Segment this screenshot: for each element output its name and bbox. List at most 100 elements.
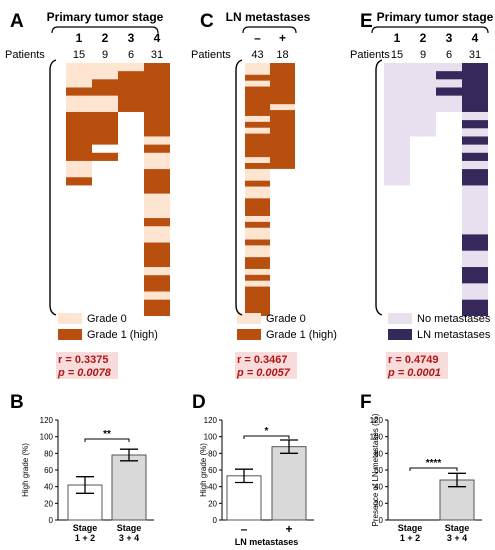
category-label: Stage: [117, 523, 142, 533]
heatmap-cell-high: [144, 275, 170, 292]
stat-p: p = 0.0057: [236, 367, 291, 379]
y-tick-label: 120: [370, 416, 384, 425]
heatmap-cell-high: [245, 198, 270, 216]
panel-letter-e: E: [360, 11, 373, 32]
y-tick-label: 100: [40, 433, 54, 442]
heatmap-cell-high: [462, 120, 488, 129]
heatmap-cell-high: [245, 121, 270, 128]
legend-label: Grade 0: [87, 313, 127, 325]
significance-bracket: [84, 438, 130, 442]
category-label: –: [241, 522, 248, 536]
heatmap-cell-high: [462, 152, 488, 161]
bar-panel-d: D 0 20 40 60 80 100 120 High grade (%) – + * LN meta…: [192, 392, 314, 547]
heatmap-cell-high: [462, 299, 488, 316]
patient-count: 31: [151, 49, 163, 61]
stat-highlight: [386, 352, 448, 379]
heatmap-column-base: [384, 63, 410, 186]
category-label: 1 + 2: [400, 533, 420, 543]
legend-swatch-low: [237, 313, 261, 324]
column-label: 3: [128, 31, 135, 45]
heatmap-cell-high: [92, 152, 118, 161]
heatmap-cell-high: [144, 169, 170, 194]
legend-label: Grade 0: [266, 313, 306, 325]
category-label: 3 + 4: [119, 533, 139, 543]
heatmap-column-base: [410, 63, 436, 137]
y-tick-label: 0: [379, 516, 384, 525]
panel-letter-f: F: [360, 392, 372, 413]
panel-letter-a: A: [10, 11, 24, 32]
patient-count: 9: [102, 49, 108, 61]
stat-r: r = 0.4749: [388, 354, 438, 366]
heatmap-cell-high: [245, 163, 270, 169]
column-label: 3: [446, 31, 453, 45]
legend-swatch-high: [237, 329, 261, 340]
category-label: Stage: [73, 523, 98, 533]
heatmap-cell-high: [144, 63, 170, 137]
category-label: 1 + 2: [75, 533, 95, 543]
y-tick-label: 60: [374, 466, 383, 475]
patient-count: 9: [420, 49, 426, 61]
y-tick-label: 0: [49, 516, 54, 525]
patient-count: 18: [276, 49, 288, 61]
heatmap-title: Primary tumor stage: [47, 10, 164, 24]
heatmap-cell-high: [245, 74, 270, 81]
patient-count: 6: [128, 49, 134, 61]
patient-count: 15: [73, 49, 85, 61]
heatmap-cell-high: [245, 86, 270, 116]
heatmap-cell-high: [144, 242, 170, 268]
column-label: –: [254, 31, 261, 45]
y-tick-label: 120: [204, 416, 218, 425]
title-bracket: [242, 26, 297, 34]
y-tick-label: 120: [40, 416, 54, 425]
patients-brace-c: [235, 59, 243, 316]
panel-letter-c: C: [200, 11, 214, 32]
heatmap-title: Primary tumor stage: [377, 10, 494, 24]
heatmap-cell-high: [436, 87, 462, 96]
heatmap-cell-high: [245, 286, 270, 316]
category-label: 3 + 4: [447, 533, 467, 543]
heatmap-cell-high: [245, 221, 270, 228]
heatmap-cell-high: [144, 144, 170, 153]
heatmap-panel-c: C LN metastases – 43 +18 Grade 0 Grade 1 (high…: [200, 10, 337, 379]
category-label: Stage: [398, 523, 423, 533]
legend-label: Grade 1 (high): [87, 329, 158, 341]
stat-r: r = 0.3467: [237, 354, 287, 366]
y-tick-label: 40: [208, 483, 217, 492]
column-label: 4: [154, 31, 161, 45]
bar: [271, 446, 307, 521]
y-tick-label: 60: [208, 466, 217, 475]
y-tick-label: 40: [374, 483, 383, 492]
heatmap-cell-high: [245, 257, 270, 269]
legend-swatch-low: [58, 313, 82, 324]
legend-swatch-high: [388, 329, 412, 340]
bar: [226, 475, 262, 521]
heatmap-cell-high: [270, 110, 295, 169]
heatmap-cell-high: [92, 79, 118, 96]
patient-count: 6: [446, 49, 452, 61]
patient-count: 15: [391, 49, 403, 61]
stat-p: p = 0.0078: [57, 367, 112, 379]
heatmap-cell-high: [92, 111, 118, 145]
heatmap-cell-high: [144, 218, 170, 227]
patients-label: Patients: [191, 49, 231, 61]
y-tick-label: 80: [374, 449, 383, 458]
column-label: 4: [472, 31, 479, 45]
significance-marker: ****: [426, 458, 442, 469]
patients-label: Patients: [5, 49, 45, 61]
panel-letter-d: D: [192, 392, 206, 413]
heatmap-cell-high: [66, 177, 92, 186]
title-bracket: [371, 26, 489, 34]
heatmap-cell-high: [462, 267, 488, 284]
heatmap-cell-high: [462, 169, 488, 186]
title-bracket: [51, 26, 159, 34]
y-axis-label: High grade (%): [21, 443, 30, 497]
patients-brace-e: [375, 59, 383, 316]
y-tick-label: 20: [44, 499, 53, 508]
y-tick-label: 20: [374, 499, 383, 508]
stat-p: p = 0.0001: [387, 367, 441, 379]
heatmap-cell-high: [245, 274, 270, 281]
y-tick-label: 100: [370, 433, 384, 442]
stat-highlight: [56, 352, 118, 379]
